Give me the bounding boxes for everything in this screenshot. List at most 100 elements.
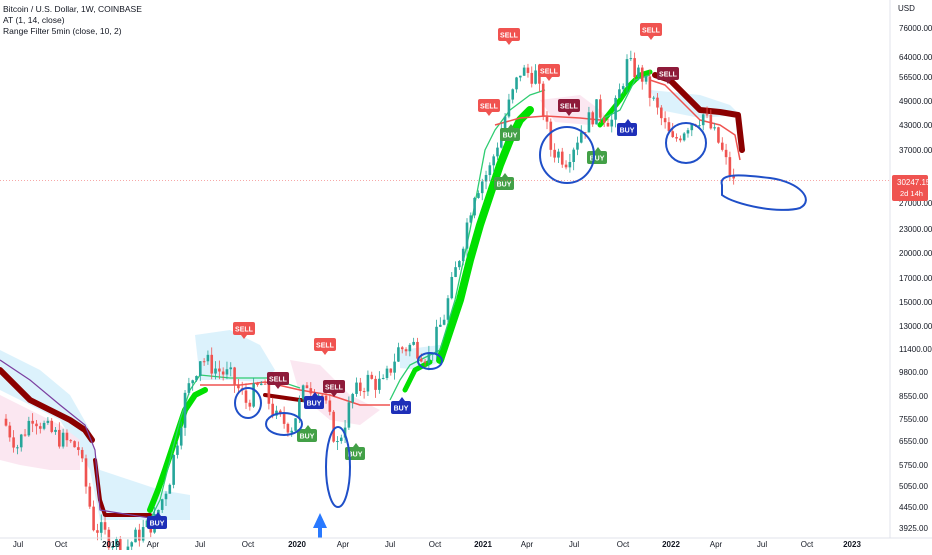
candle-body	[202, 361, 206, 363]
signal-pointer	[275, 385, 281, 389]
candle-body	[347, 402, 351, 428]
candle-body	[389, 368, 393, 373]
annotation-target-outline	[720, 174, 807, 211]
price-tick-label: 13000.00	[899, 322, 932, 331]
candle-body	[23, 434, 27, 436]
candle-body	[355, 382, 358, 394]
candle-body	[179, 427, 183, 446]
candle-body	[629, 58, 633, 60]
at-line	[439, 89, 546, 351]
price-tick-label: 64000.00	[899, 53, 932, 62]
time-axis[interactable]: Jul Oct 2019 Apr Jul Oct 2020 Apr Jul Oct 2021 Apr J…	[13, 540, 862, 549]
candle-body	[488, 165, 492, 176]
price-tick-label: 15000.00	[899, 298, 932, 307]
candle-body	[84, 458, 88, 487]
buy-signal-text: BUY	[503, 133, 518, 140]
candle-body	[599, 99, 602, 118]
candle-body	[248, 402, 252, 407]
candle-body	[404, 349, 408, 352]
annotation-circle	[325, 426, 351, 508]
sell-signal	[478, 99, 500, 112]
indicator-at-label[interactable]: AT (1, 14, close)	[3, 15, 65, 25]
sell-signal	[233, 322, 255, 335]
candle-body	[305, 385, 309, 389]
time-tick-label: Jul	[13, 540, 23, 549]
candle-body	[610, 119, 614, 127]
annotation-circle	[234, 387, 262, 419]
candle-body	[130, 542, 134, 547]
candle-body	[69, 440, 73, 442]
candle-body	[259, 383, 263, 386]
candle-body	[145, 520, 149, 528]
currency-label: USD	[898, 4, 915, 13]
candle-body	[522, 67, 526, 76]
sell-signal-text: SELL	[642, 28, 661, 35]
candle-body	[138, 529, 141, 541]
sell-signal-text: SELL	[235, 327, 254, 334]
candle-body	[465, 222, 469, 249]
sell-signal-text: SELL	[560, 104, 579, 111]
candle-body	[61, 432, 65, 447]
price-tick-label: 27000.00	[899, 199, 932, 208]
candle-body	[679, 138, 682, 141]
candle-body	[606, 122, 610, 127]
candle-body	[294, 418, 297, 431]
sell-signal	[323, 380, 345, 393]
indicator-range-filter-label[interactable]: Range Filter 5min (close, 10, 2)	[3, 26, 122, 36]
price-axis[interactable]: 76000.00 64000.00 56500.00 49000.00 43000.00…	[892, 4, 932, 533]
candle-body	[385, 368, 389, 378]
candle-body	[183, 392, 187, 428]
candle-body	[663, 118, 667, 123]
sell-signal-text: SELL	[269, 377, 288, 384]
candle-body	[4, 418, 8, 426]
candle-body	[252, 383, 255, 407]
candle-body	[469, 215, 473, 223]
candle-body	[99, 522, 103, 533]
price-tick-label: 7550.00	[899, 415, 928, 424]
candle-body	[19, 434, 23, 448]
time-tick-label: Apr	[147, 540, 160, 549]
candle-body	[218, 368, 221, 372]
time-tick-label: Oct	[242, 540, 255, 549]
candle-body	[328, 400, 332, 412]
signal-pointer	[648, 36, 654, 40]
candle-body	[435, 326, 438, 354]
time-tick-label: Jul	[195, 540, 205, 549]
candle-body	[237, 384, 240, 389]
cloud-band	[0, 350, 190, 520]
sell-signal	[314, 338, 336, 351]
candle-body	[65, 432, 69, 441]
candle-body	[496, 147, 499, 157]
candle-body	[359, 382, 362, 392]
price-tick-label: 6550.00	[899, 437, 928, 446]
trail-bullish-segment	[436, 106, 534, 364]
sell-signal	[558, 99, 580, 112]
candle-body	[454, 267, 457, 277]
candle-body	[134, 529, 137, 543]
candle-body	[526, 67, 530, 73]
symbol-title[interactable]: Bitcoin / U.S. Dollar, 1W, COINBASE	[3, 4, 142, 14]
candle-body	[724, 149, 728, 158]
time-tick-label: Jul	[569, 540, 579, 549]
annotation-circle	[265, 412, 303, 436]
candle-body	[450, 276, 454, 299]
candle-body	[515, 77, 518, 90]
sell-signal	[267, 372, 289, 385]
sell-signal-text: SELL	[325, 385, 344, 392]
signal-pointer	[506, 41, 512, 45]
candle-body	[374, 378, 377, 390]
candle-body	[480, 181, 484, 194]
candle-body	[557, 151, 560, 158]
signal-pointer	[502, 173, 508, 177]
candle-body	[621, 86, 625, 90]
signal-pointer	[241, 335, 247, 339]
buy-signal	[304, 396, 324, 409]
sell-signal-text: SELL	[480, 104, 499, 111]
candle-body	[446, 298, 450, 320]
candle-body	[233, 367, 236, 385]
candle-body	[198, 361, 202, 376]
buy-signal	[147, 516, 167, 529]
buy-signal-text: BUY	[590, 156, 605, 163]
